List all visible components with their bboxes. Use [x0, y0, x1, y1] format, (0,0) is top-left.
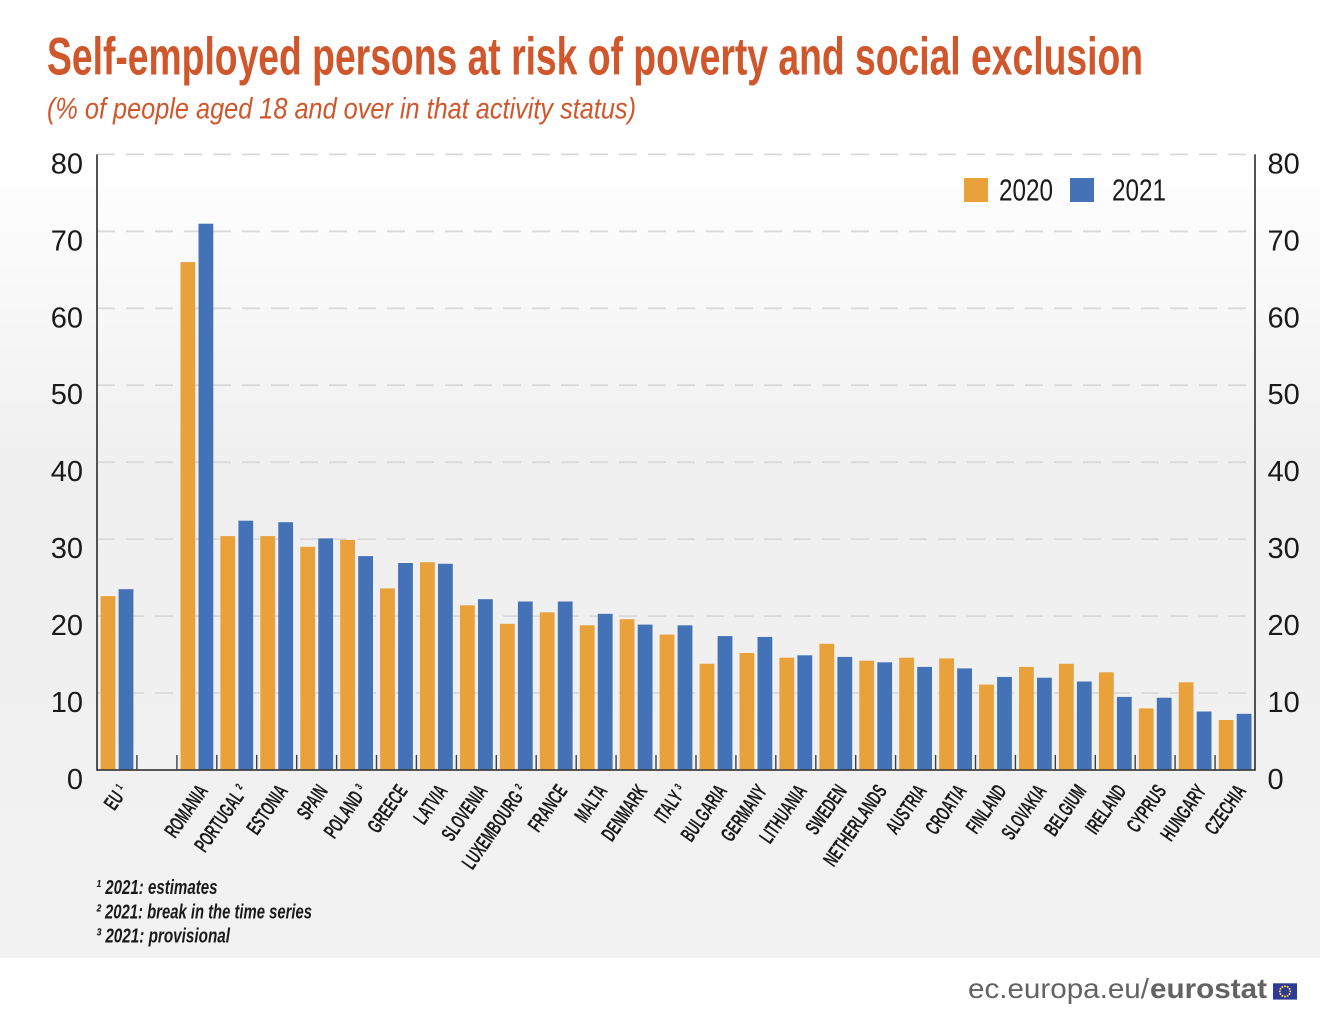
svg-text:0: 0	[1268, 764, 1284, 796]
svg-text:GREECE: GREECE	[363, 781, 412, 838]
svg-text:(% of people aged 18 and over: (% of people aged 18 and over in that ac…	[47, 93, 636, 126]
svg-text:³ 2021: provisional: ³ 2021: provisional	[96, 926, 230, 948]
svg-text:FRANCE: FRANCE	[524, 781, 573, 837]
svg-text:10: 10	[1268, 687, 1300, 719]
svg-text:EU ¹: EU ¹	[100, 781, 133, 815]
svg-text:20: 20	[1268, 610, 1300, 642]
svg-text:80: 80	[1268, 148, 1300, 180]
svg-text:POLAND ³: POLAND ³	[320, 781, 373, 843]
svg-text:SPAIN: SPAIN	[293, 781, 333, 824]
svg-text:50: 50	[51, 379, 83, 411]
svg-text:20: 20	[51, 610, 83, 642]
svg-text:Self-employed persons at risk: Self-employed persons at risk of poverty…	[47, 28, 1143, 87]
svg-text:40: 40	[1268, 456, 1300, 488]
svg-text:ESTONIA: ESTONIA	[242, 781, 292, 839]
svg-text:60: 60	[51, 302, 83, 334]
svg-text:80: 80	[51, 148, 83, 180]
svg-text:ec.europa.eu/: ec.europa.eu/	[968, 973, 1149, 1004]
svg-text:60: 60	[1268, 302, 1300, 334]
svg-text:30: 30	[1268, 533, 1300, 565]
svg-text:¹ 2021: estimates: ¹ 2021: estimates	[96, 877, 218, 899]
svg-text:10: 10	[51, 687, 83, 719]
svg-text:BELGIUM: BELGIUM	[1040, 781, 1091, 841]
svg-text:² 2021: break in the time seri: ² 2021: break in the time series	[96, 902, 312, 924]
svg-text:IRELAND: IRELAND	[1081, 781, 1131, 839]
svg-text:30: 30	[51, 533, 83, 565]
svg-text:70: 70	[51, 225, 83, 257]
svg-text:AUSTRIA: AUSTRIA	[882, 781, 932, 839]
svg-text:eurostat: eurostat	[1150, 973, 1267, 1004]
svg-text:2020: 2020	[999, 173, 1053, 208]
svg-text:CROATIA: CROATIA	[921, 781, 971, 839]
svg-text:50: 50	[1268, 379, 1300, 411]
svg-text:40: 40	[51, 456, 83, 488]
svg-text:70: 70	[1268, 225, 1300, 257]
svg-text:CZECHIA: CZECHIA	[1201, 781, 1252, 839]
svg-text:2021: 2021	[1112, 173, 1166, 208]
svg-text:0: 0	[67, 764, 83, 796]
